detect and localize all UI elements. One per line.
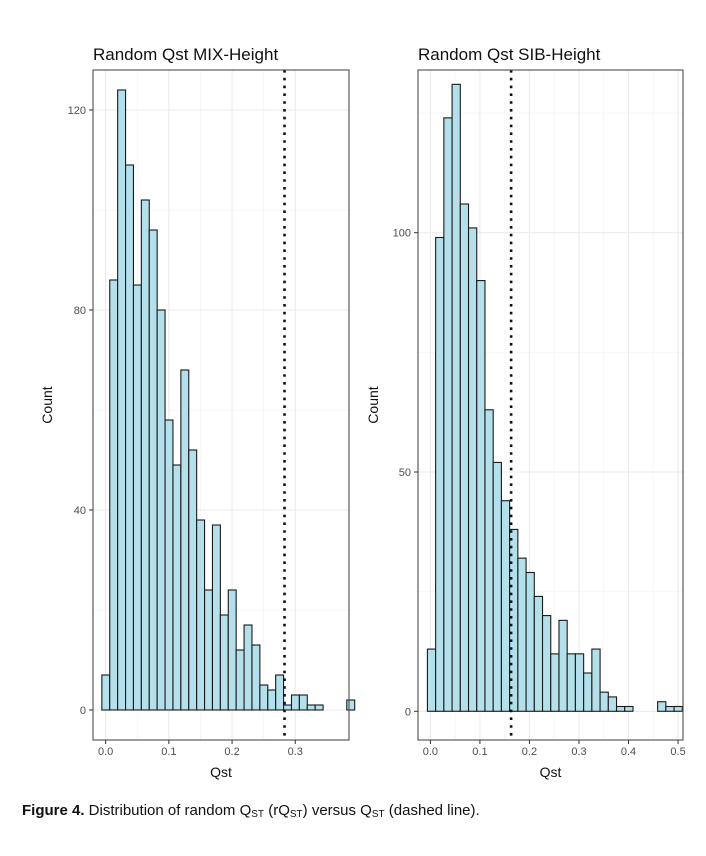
histogram-bar bbox=[172, 464, 182, 711]
histogram-bar bbox=[451, 83, 461, 712]
caption-text-b: (rQ bbox=[264, 802, 290, 819]
y-tick-label: 80 bbox=[74, 305, 86, 317]
histogram-bar bbox=[624, 705, 634, 712]
histogram-bar bbox=[204, 589, 214, 711]
x-tick-label: 0.3 bbox=[571, 746, 586, 758]
histogram-bar bbox=[484, 409, 494, 712]
y-tick-label: 120 bbox=[68, 105, 86, 117]
x-tick-label: 0.1 bbox=[472, 746, 487, 758]
histogram-bar bbox=[443, 117, 453, 712]
histogram-bar bbox=[298, 694, 308, 711]
caption-text-a: Distribution of random Q bbox=[84, 802, 252, 819]
y-tick-label: 50 bbox=[399, 467, 411, 479]
histogram-bar bbox=[467, 227, 478, 712]
histogram-bar bbox=[251, 644, 261, 711]
caption-sub-c: ST bbox=[371, 809, 385, 820]
chart-panel-sib-height: 0.0 0.1 0.2 0.3 0.4 0.5 0 50 100 Random Qst SIB-H… bbox=[365, 45, 686, 780]
histogram-bar bbox=[211, 524, 221, 711]
x-tick-label: 0.1 bbox=[161, 746, 176, 758]
histogram-bar bbox=[541, 615, 552, 712]
histogram-bar bbox=[148, 229, 158, 711]
histogram-bar bbox=[267, 689, 277, 711]
histogram-bar bbox=[509, 528, 519, 712]
histogram-bar bbox=[259, 684, 269, 711]
caption-text-d: (dashed line). bbox=[384, 802, 480, 819]
histogram-bar bbox=[533, 595, 544, 712]
histogram-bar bbox=[275, 674, 285, 711]
histogram-bar bbox=[109, 279, 119, 711]
histogram-bar bbox=[558, 619, 568, 712]
panel-border bbox=[417, 69, 684, 741]
caption-sub-a: ST bbox=[251, 809, 265, 820]
histogram-bar bbox=[140, 199, 150, 711]
histogram-bar bbox=[476, 280, 486, 712]
histogram-bar bbox=[517, 557, 527, 712]
y-tick-label: 40 bbox=[74, 505, 86, 517]
figure-caption: Figure 4. Distribution of random QST (rQ… bbox=[22, 802, 702, 820]
x-tick-label: 0.5 bbox=[670, 746, 685, 758]
histogram-bar bbox=[125, 164, 135, 711]
histogram-bar bbox=[500, 500, 511, 712]
histogram-bar bbox=[657, 701, 667, 712]
x-tick-label: 0.2 bbox=[224, 746, 239, 758]
chart-panel-mix-height: 0.0 0.1 0.2 0.3 0 40 80 120 Random Qst MIX-Heigh… bbox=[39, 45, 356, 780]
histogram-bar bbox=[492, 461, 502, 712]
histogram-bar bbox=[673, 705, 683, 712]
histogram-bar bbox=[583, 672, 593, 712]
histogram-bar bbox=[101, 674, 111, 711]
histogram-bar bbox=[243, 624, 253, 711]
histogram-bar bbox=[180, 369, 190, 711]
y-axis-title: Count bbox=[39, 386, 55, 423]
histogram-bar bbox=[156, 309, 166, 711]
x-tick-label: 0.3 bbox=[288, 746, 303, 758]
histogram-bar bbox=[235, 649, 245, 711]
histogram-bar bbox=[574, 653, 585, 712]
histogram-bar bbox=[164, 419, 174, 711]
histogram-bar bbox=[665, 705, 675, 712]
histogram-bar bbox=[566, 653, 576, 712]
histogram-bar bbox=[290, 694, 300, 711]
histogram-bar bbox=[283, 704, 293, 711]
y-tick-label: 0 bbox=[80, 705, 86, 717]
histogram-bar bbox=[227, 589, 237, 711]
y-axis-title: Count bbox=[365, 386, 381, 423]
histogram-bar bbox=[117, 89, 127, 711]
x-axis-title: Qst bbox=[540, 764, 562, 780]
histogram-bar bbox=[219, 614, 229, 711]
histogram-bar bbox=[314, 704, 324, 711]
histogram-bar bbox=[132, 284, 142, 711]
histogram-bar bbox=[615, 705, 626, 712]
histogram-bar bbox=[525, 571, 535, 712]
histogram-bar bbox=[607, 696, 618, 712]
histogram-bar bbox=[459, 203, 470, 712]
caption-text-c: ) versus Q bbox=[302, 802, 372, 819]
x-tick-label: 0.4 bbox=[621, 746, 636, 758]
x-tick-label: 0.2 bbox=[522, 746, 537, 758]
panel-border bbox=[92, 69, 350, 741]
histogram-bar bbox=[196, 519, 206, 711]
histogram-bar bbox=[306, 704, 316, 711]
y-tick-label: 100 bbox=[393, 228, 411, 240]
histogram-bar bbox=[426, 648, 437, 712]
histogram-bar bbox=[591, 648, 601, 712]
histogram-bar bbox=[599, 691, 609, 712]
x-tick-label: 0.0 bbox=[423, 746, 438, 758]
histogram-bar bbox=[435, 236, 445, 712]
x-tick-label: 0.0 bbox=[98, 746, 113, 758]
caption-label: Figure 4. bbox=[22, 802, 85, 819]
y-tick-label: 0 bbox=[405, 706, 411, 718]
chart-title: Random Qst SIB-Height bbox=[418, 45, 601, 64]
chart-title: Random Qst MIX-Height bbox=[93, 45, 278, 64]
x-axis-title: Qst bbox=[210, 764, 232, 780]
histogram-bar bbox=[550, 653, 560, 712]
histogram-bar bbox=[346, 699, 356, 711]
histogram-bar bbox=[188, 449, 198, 711]
caption-sub-b: ST bbox=[289, 809, 303, 820]
